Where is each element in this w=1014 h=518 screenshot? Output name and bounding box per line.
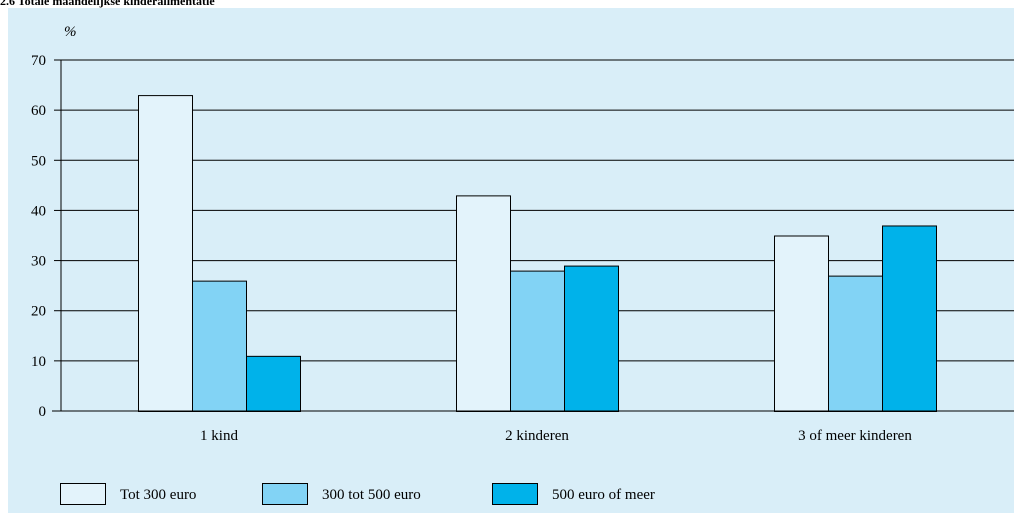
bars [138,95,937,413]
axes [52,59,1014,412]
y-tick-label-0: 0 [39,404,47,420]
bar-1-series-3 [246,355,301,413]
y-axis-label: % [64,24,77,40]
y-tick-label-50: 50 [31,153,46,169]
x-tick-label-2: 2 kinderen [505,428,569,444]
chart-panel: 0 10 20 30 40 50 60 70 1 kind 2 kinderen 3 of mee… [8,8,1014,513]
bar-3-series-3 [882,225,937,412]
x-tick-labels: 1 kind 2 kinderen 3 of meer kinderen [200,428,912,444]
x-tick-label-3: 3 of meer kinderen [798,428,912,444]
y-tick-label-40: 40 [31,203,46,219]
bar-chart: 0 10 20 30 40 50 60 70 1 kind 2 kinderen 3 of mee… [31,24,1014,505]
legend-swatch-3 [492,483,538,505]
y-tick-label-70: 70 [31,53,46,69]
legend-swatch-2 [262,483,308,505]
bar-1-series-1 [138,95,193,412]
y-tick-labels: 0 10 20 30 40 50 60 70 [31,53,46,420]
y-tick-label-20: 20 [31,304,46,320]
legend-label-3: 500 euro of meer [552,487,655,503]
bar-3-series-1 [774,235,829,412]
y-tick-label-10: 10 [31,354,46,370]
bar-2-series-1 [456,195,511,412]
bar-1-series-2 [192,280,247,412]
bar-3-series-2 [828,275,883,412]
legend-label-1: Tot 300 euro [120,487,196,503]
bar-2-series-3 [564,265,619,413]
y-tick-label-30: 30 [31,254,46,270]
x-tick-label-1: 1 kind [200,428,238,444]
y-tick-label-60: 60 [31,103,46,119]
legend: Tot 300 euro 300 tot 500 euro 500 euro of … [60,483,655,505]
legend-label-2: 300 tot 500 euro [322,487,421,503]
bar-2-series-2 [510,270,565,412]
legend-swatch-1 [60,483,106,505]
chart-title: 2.6 Totale maandelijkse kinderalimentati… [0,0,215,8]
